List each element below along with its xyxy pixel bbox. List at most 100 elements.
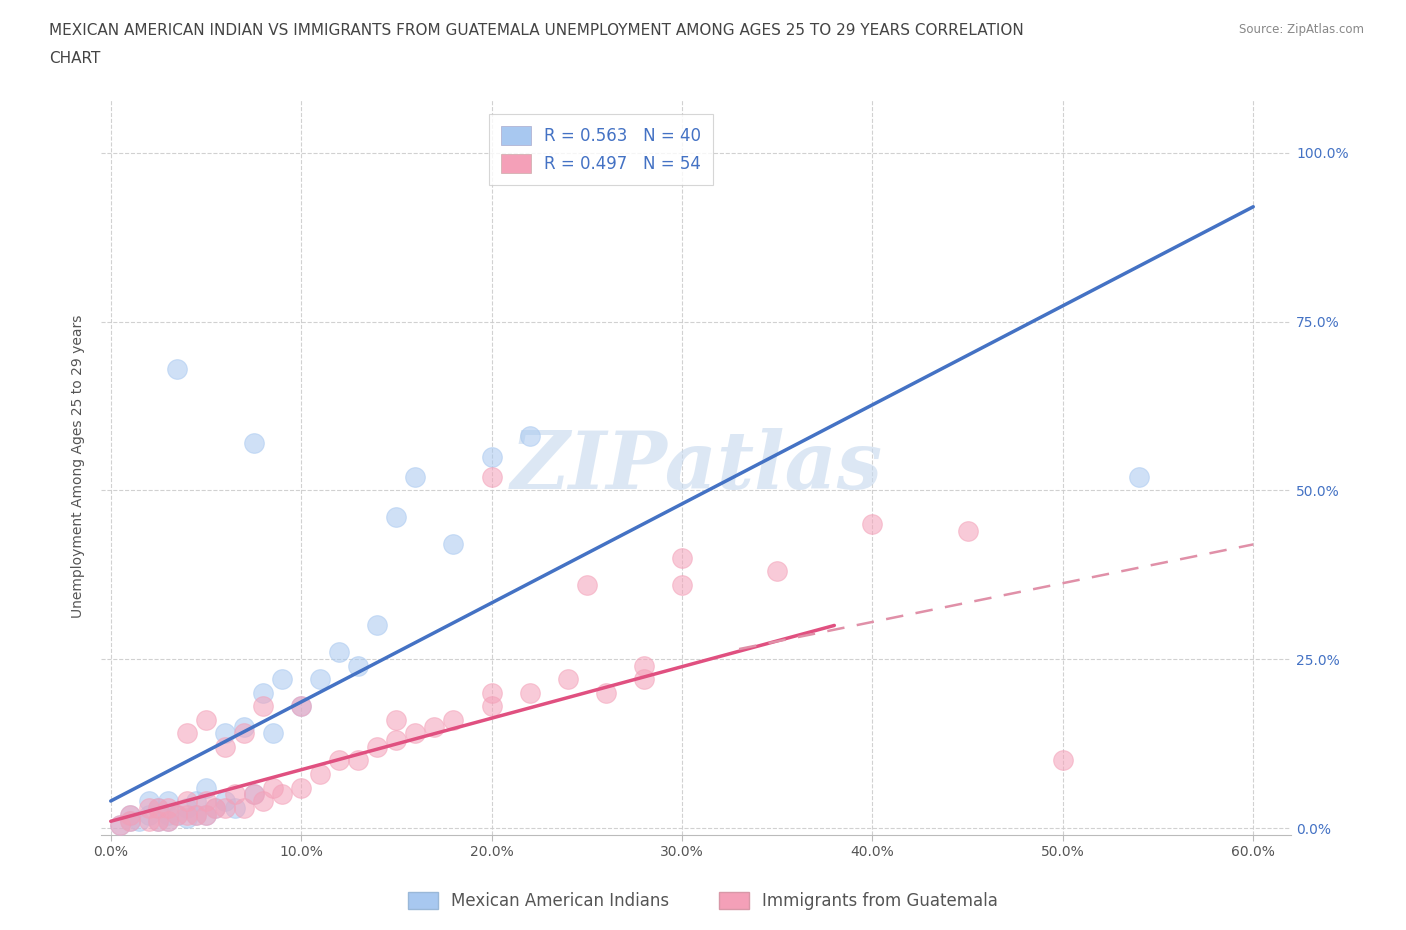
Point	[176, 793, 198, 808]
Point	[575, 578, 598, 592]
Point	[186, 807, 208, 822]
Point	[194, 807, 217, 822]
Point	[110, 817, 132, 832]
Legend: R = 0.563   N = 40, R = 0.497   N = 54: R = 0.563 N = 40, R = 0.497 N = 54	[489, 114, 713, 184]
Point	[271, 787, 294, 802]
Point	[443, 537, 465, 551]
Point	[224, 787, 246, 802]
Point	[110, 817, 132, 832]
Point	[956, 524, 979, 538]
Point	[595, 685, 617, 700]
Point	[309, 766, 332, 781]
Point	[166, 807, 188, 822]
Point	[671, 551, 693, 565]
Text: Source: ZipAtlas.com: Source: ZipAtlas.com	[1239, 23, 1364, 36]
Point	[176, 726, 198, 741]
Point	[138, 807, 160, 822]
Point	[166, 362, 188, 377]
Text: MEXICAN AMERICAN INDIAN VS IMMIGRANTS FROM GUATEMALA UNEMPLOYMENT AMONG AGES 25 : MEXICAN AMERICAN INDIAN VS IMMIGRANTS FR…	[49, 23, 1024, 38]
Point	[166, 807, 188, 822]
Point	[118, 807, 141, 822]
Point	[271, 672, 294, 687]
Point	[519, 685, 541, 700]
Point	[204, 801, 226, 816]
Point	[1128, 470, 1150, 485]
Point	[328, 645, 350, 660]
Legend: Mexican American Indians, Immigrants from Guatemala: Mexican American Indians, Immigrants fro…	[401, 885, 1005, 917]
Point	[385, 733, 408, 748]
Point	[233, 801, 256, 816]
Point	[194, 793, 217, 808]
Point	[366, 618, 388, 633]
Point	[404, 726, 426, 741]
Point	[186, 793, 208, 808]
Point	[148, 801, 170, 816]
Point	[118, 814, 141, 829]
Point	[633, 672, 655, 687]
Point	[194, 780, 217, 795]
Point	[347, 753, 370, 768]
Point	[138, 793, 160, 808]
Point	[148, 801, 170, 816]
Point	[194, 712, 217, 727]
Point	[242, 435, 264, 450]
Point	[385, 510, 408, 525]
Point	[214, 793, 236, 808]
Point	[156, 814, 179, 829]
Point	[242, 787, 264, 802]
Point	[242, 787, 264, 802]
Point	[481, 449, 503, 464]
Point	[290, 699, 312, 714]
Point	[156, 814, 179, 829]
Point	[138, 801, 160, 816]
Point	[347, 658, 370, 673]
Point	[481, 699, 503, 714]
Point	[1052, 753, 1074, 768]
Point	[233, 726, 256, 741]
Point	[481, 685, 503, 700]
Point	[671, 578, 693, 592]
Point	[309, 672, 332, 687]
Point	[176, 807, 198, 822]
Point	[138, 814, 160, 829]
Text: ZIPatlas: ZIPatlas	[510, 428, 883, 506]
Point	[233, 719, 256, 734]
Point	[156, 801, 179, 816]
Point	[423, 719, 446, 734]
Point	[262, 780, 284, 795]
Point	[860, 517, 883, 532]
Point	[214, 801, 236, 816]
Text: CHART: CHART	[49, 51, 101, 66]
Point	[118, 807, 141, 822]
Point	[262, 726, 284, 741]
Point	[328, 753, 350, 768]
Point	[176, 801, 198, 816]
Point	[204, 801, 226, 816]
Point	[156, 793, 179, 808]
Y-axis label: Unemployment Among Ages 25 to 29 years: Unemployment Among Ages 25 to 29 years	[72, 315, 86, 618]
Point	[252, 699, 274, 714]
Point	[214, 739, 236, 754]
Point	[176, 810, 198, 825]
Point	[633, 658, 655, 673]
Point	[148, 814, 170, 829]
Point	[519, 429, 541, 444]
Point	[156, 807, 179, 822]
Point	[148, 814, 170, 829]
Point	[443, 712, 465, 727]
Point	[128, 814, 150, 829]
Point	[766, 564, 789, 578]
Point	[252, 685, 274, 700]
Point	[385, 712, 408, 727]
Point	[186, 807, 208, 822]
Point	[290, 780, 312, 795]
Point	[214, 726, 236, 741]
Point	[252, 793, 274, 808]
Point	[118, 814, 141, 829]
Point	[366, 739, 388, 754]
Point	[290, 699, 312, 714]
Point	[224, 801, 246, 816]
Point	[557, 672, 579, 687]
Point	[194, 807, 217, 822]
Point	[404, 470, 426, 485]
